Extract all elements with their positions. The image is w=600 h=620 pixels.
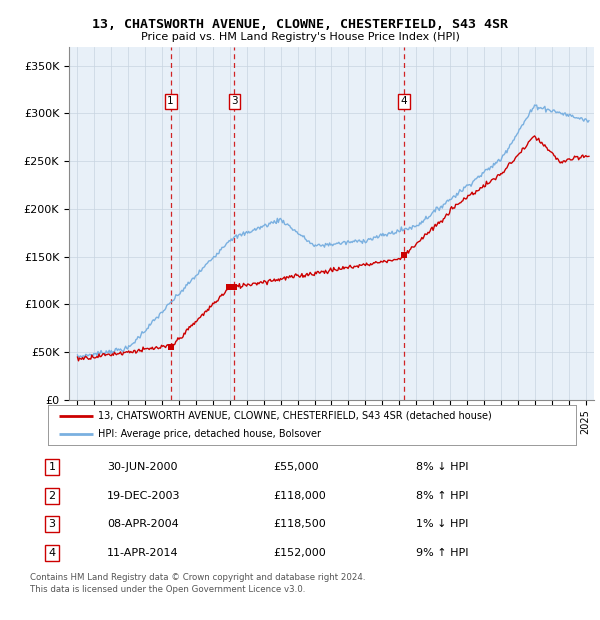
Text: 19-DEC-2003: 19-DEC-2003 [107,490,181,500]
Text: 08-APR-2004: 08-APR-2004 [107,520,179,529]
Text: 9% ↑ HPI: 9% ↑ HPI [416,548,469,558]
Text: 1: 1 [167,96,174,106]
Text: 1% ↓ HPI: 1% ↓ HPI [416,520,469,529]
Text: 13, CHATSWORTH AVENUE, CLOWNE, CHESTERFIELD, S43 4SR: 13, CHATSWORTH AVENUE, CLOWNE, CHESTERFI… [92,19,508,31]
Text: Contains HM Land Registry data © Crown copyright and database right 2024.
This d: Contains HM Land Registry data © Crown c… [30,574,365,595]
Text: £118,000: £118,000 [273,490,326,500]
Text: 1: 1 [49,462,56,472]
Text: £152,000: £152,000 [273,548,326,558]
Text: HPI: Average price, detached house, Bolsover: HPI: Average price, detached house, Bols… [98,429,321,440]
Text: 2: 2 [49,490,56,500]
Text: 13, CHATSWORTH AVENUE, CLOWNE, CHESTERFIELD, S43 4SR (detached house): 13, CHATSWORTH AVENUE, CLOWNE, CHESTERFI… [98,410,492,421]
Text: 30-JUN-2000: 30-JUN-2000 [107,462,178,472]
Text: Price paid vs. HM Land Registry's House Price Index (HPI): Price paid vs. HM Land Registry's House … [140,32,460,42]
Text: £55,000: £55,000 [273,462,319,472]
Text: 8% ↑ HPI: 8% ↑ HPI [416,490,469,500]
Text: 3: 3 [231,96,238,106]
Text: 4: 4 [401,96,407,106]
Text: 4: 4 [49,548,56,558]
Text: 3: 3 [49,520,56,529]
Text: 8% ↓ HPI: 8% ↓ HPI [416,462,469,472]
Text: £118,500: £118,500 [273,520,326,529]
Text: 11-APR-2014: 11-APR-2014 [107,548,179,558]
